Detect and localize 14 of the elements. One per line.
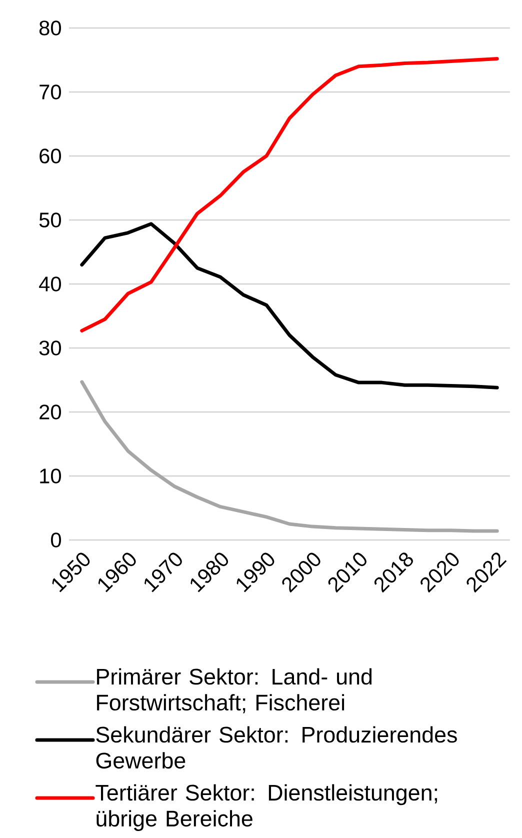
y-tick-label: 0 [51,532,62,548]
y-tick-label: 70 [40,84,61,100]
y-tick-label: 40 [39,276,61,292]
legend-label: Primärer Sektor: Land- und Forstwirtschaft; Fischerei [97,668,372,714]
y-tick-label: 60 [40,148,61,164]
legend-label: Sekundärer Sektor: Produzierendes Gewerbe [96,726,457,769]
y-tick-label: 20 [40,404,61,420]
legend-label: Tertiärer Sektor: Dienstleistungen; übrige Bereiche [96,784,437,831]
y-tick-label: 80 [39,20,61,36]
line-series [80,56,499,332]
line-series [80,222,499,390]
y-tick-label: 30 [39,340,61,356]
y-tick-label: 50 [39,212,61,228]
y-tick-label: 10 [40,468,61,484]
